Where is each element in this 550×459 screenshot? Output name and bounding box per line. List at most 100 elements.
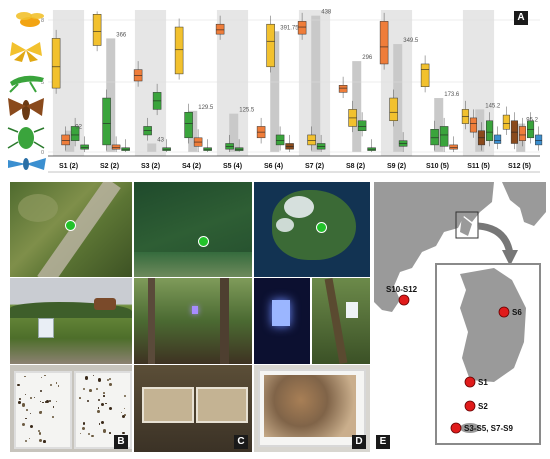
insect-speck (122, 415, 125, 419)
panel-b: B (10, 182, 132, 452)
site-label: S3 (2) (141, 163, 160, 170)
insect-speck (24, 440, 27, 443)
box (307, 134, 316, 146)
fly-icon (16, 12, 44, 27)
total-label: 173.6 (444, 92, 460, 98)
box (51, 38, 61, 89)
y-tick-label: 8 (41, 18, 44, 24)
site-label: S2 (2) (100, 163, 119, 170)
insect-speck (46, 400, 50, 404)
total-bar (434, 98, 444, 152)
total-label: 438 (321, 10, 332, 16)
insect-speck (101, 403, 105, 407)
insect-speck (25, 393, 27, 395)
insect-speck (39, 401, 41, 403)
site-marker (316, 222, 327, 233)
box (518, 126, 527, 141)
marker-s10-s12 (398, 294, 410, 306)
insect-speck (18, 398, 21, 401)
insect-speck (18, 401, 22, 404)
inset-box (455, 211, 479, 239)
total-label: 129.5 (198, 105, 214, 111)
insect-speck (103, 395, 105, 397)
box (535, 134, 543, 146)
total-label: 125.5 (239, 108, 255, 114)
insect-speck (91, 434, 94, 438)
panel-e: S10-S12 S6 S1 S2 S3-S5, S7-S9 E (374, 182, 546, 452)
insect-speck (84, 376, 89, 380)
marker-s2 (464, 400, 476, 412)
total-bar (106, 38, 116, 152)
box (379, 21, 389, 65)
box (61, 134, 70, 146)
grasshopper-icon (9, 75, 44, 93)
insect-speck (37, 430, 41, 433)
insect-speck (100, 420, 104, 424)
site-label: S8 (2) (346, 163, 365, 170)
box (389, 97, 398, 122)
label-s2: S2 (478, 402, 488, 411)
moth-icon (8, 98, 44, 120)
box (430, 129, 439, 146)
insect-speck (89, 389, 93, 392)
insect-speck (96, 388, 99, 391)
label-s10-s12: S10-S12 (386, 285, 418, 294)
box (184, 111, 193, 139)
panel-label-d: D (352, 435, 366, 449)
box (102, 97, 111, 146)
box (502, 114, 510, 130)
site-marker (198, 236, 209, 247)
aerial-photo-b (10, 182, 132, 277)
insect-speck (92, 374, 94, 376)
insect-speck (38, 410, 43, 414)
insect-speck (33, 396, 35, 398)
sample-tray-d (254, 365, 370, 452)
insect-speck (86, 399, 90, 403)
insect-speck (98, 407, 100, 409)
insect-speck (97, 398, 101, 401)
insect-speck (79, 432, 82, 435)
site-label: S12 (5) (508, 163, 531, 170)
insect-speck (38, 432, 42, 435)
insect-speck (124, 414, 126, 417)
insect-speck (123, 395, 126, 398)
insect-speck (57, 385, 60, 387)
insect-speck (109, 406, 113, 411)
site-label: S11 (5) (467, 163, 490, 170)
insect-speck (82, 422, 86, 425)
satellite-photo-d (254, 182, 370, 277)
insect-speck (26, 408, 28, 411)
zoom-arrow (477, 222, 514, 255)
total-bar (229, 113, 239, 152)
insect-speck (17, 383, 20, 387)
night-trap-photo-d (254, 278, 310, 364)
insect-speck (25, 417, 27, 420)
site-label: S9 (2) (387, 163, 406, 170)
sample-trays-b (10, 365, 132, 452)
insect-speck (109, 432, 111, 434)
japan-landmass (502, 182, 546, 226)
site-label: S1 (2) (59, 163, 78, 170)
insect-speck (51, 416, 54, 419)
insect-speck (49, 383, 52, 387)
butterfly-icon (10, 42, 42, 62)
box (494, 134, 502, 144)
panel-label-b: B (114, 435, 128, 449)
marker-s3-s9 (450, 422, 462, 434)
box (449, 144, 458, 150)
box (338, 85, 348, 93)
insect-speck (120, 411, 122, 413)
insect-speck (98, 423, 101, 426)
label-s6: S6 (512, 308, 522, 317)
box (111, 144, 121, 150)
y-tick-label: 5 (41, 80, 44, 86)
panel-label-e: E (376, 435, 390, 449)
box (469, 117, 477, 133)
insect-speck (42, 401, 44, 403)
box (420, 63, 430, 87)
insect-speck (82, 426, 86, 431)
box (80, 144, 89, 150)
korea-landmass (460, 268, 526, 382)
light-trap (346, 302, 358, 318)
insect-speck (29, 396, 32, 399)
